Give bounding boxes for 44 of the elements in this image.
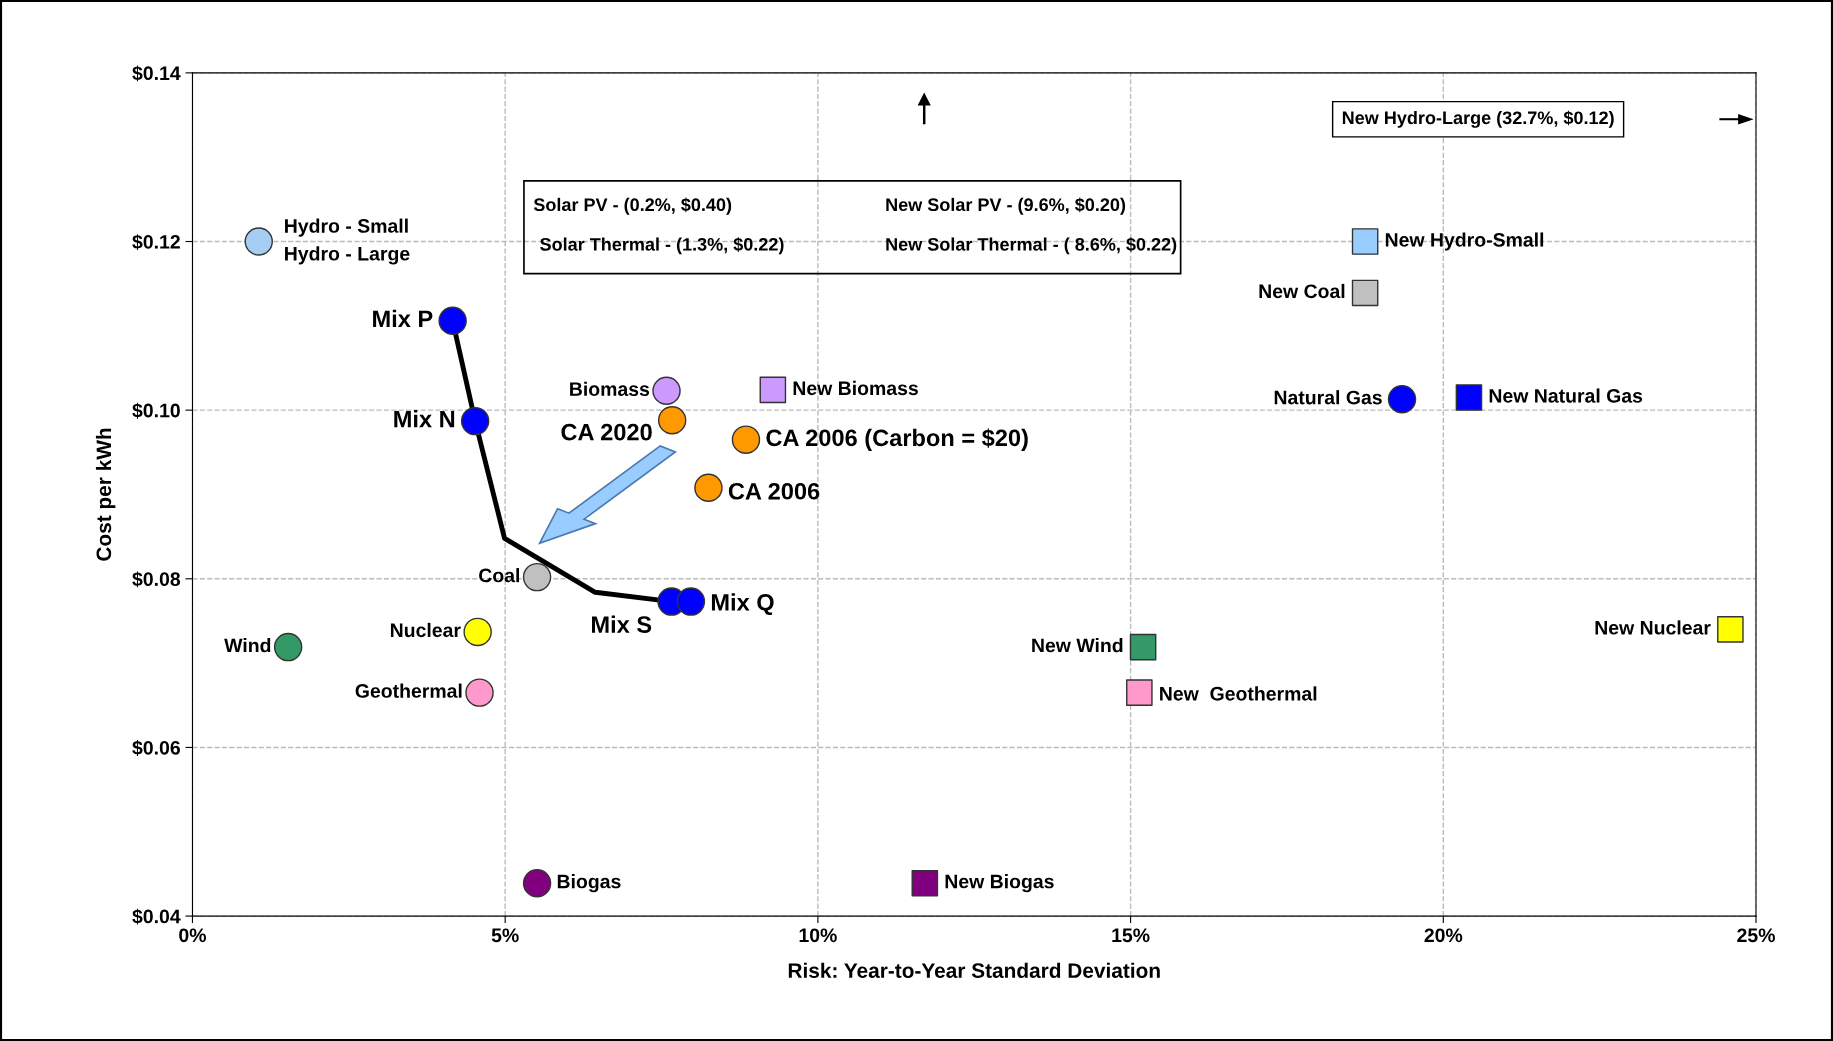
point bbox=[1351, 228, 1379, 255]
x-tick-label: 0% bbox=[179, 928, 206, 943]
annotation: CA 2020 bbox=[561, 423, 652, 441]
annotation: New Wind bbox=[1032, 638, 1123, 653]
annotation: Nuclear bbox=[390, 622, 461, 638]
annotation: New Biogas bbox=[945, 874, 1054, 893]
annotation: Solar Thermal - (1.3%, $0.22) bbox=[540, 237, 784, 255]
annotation: Wind bbox=[224, 638, 271, 653]
y-axis-title: Cost per kWh bbox=[95, 428, 116, 561]
annotation: New Natural Gas bbox=[1489, 388, 1643, 403]
annotation: Biogas bbox=[557, 874, 621, 893]
annotation: Hydro - Small bbox=[285, 218, 408, 237]
annotation: CA 2006 (Carbon = $20) bbox=[766, 428, 1028, 451]
annotation: Mix S bbox=[592, 615, 652, 633]
annotation: Geothermal bbox=[355, 683, 462, 698]
annotation: New Hydro-Small bbox=[1385, 232, 1544, 251]
y-tick-label: $0.08 bbox=[132, 571, 181, 588]
x-axis-title: Risk: Year-to-Year Standard Deviation bbox=[788, 962, 1160, 978]
annotation: Biomass bbox=[570, 381, 650, 396]
annotation: New Geothermal bbox=[1160, 686, 1317, 701]
annotation: Mix P bbox=[373, 309, 433, 327]
y-tick-label: $0.04 bbox=[132, 908, 181, 925]
annotation: CA 2006 bbox=[728, 482, 820, 500]
y-tick-label: $0.10 bbox=[132, 402, 180, 419]
annotation: Mix N bbox=[394, 410, 455, 428]
y-tick-label: $0.06 bbox=[132, 740, 180, 756]
x-tick-label: 15% bbox=[1112, 928, 1150, 943]
x-tick-label: 25% bbox=[1737, 928, 1775, 943]
x-tick-label: 20% bbox=[1424, 928, 1463, 943]
annotation: Hydro - Large bbox=[285, 246, 410, 265]
annotation: New Solar Thermal - ( 8.6%, $0.22) bbox=[886, 237, 1177, 255]
annotation: New Solar PV - (9.6%, $0.20) bbox=[886, 197, 1126, 215]
annotation: New Biomass bbox=[793, 380, 918, 396]
y-tick-label: $0.14 bbox=[132, 65, 181, 82]
annotation: New Hydro-Large (32.7%, $0.12) bbox=[1342, 110, 1614, 128]
annotation: New Coal bbox=[1259, 283, 1345, 299]
annotation: Coal bbox=[479, 568, 520, 583]
annotation: Mix Q bbox=[711, 593, 774, 616]
annotation: Natural Gas bbox=[1274, 390, 1382, 405]
y-tick-label: $0.12 bbox=[132, 234, 180, 250]
annotation: Solar PV - (0.2%, $0.40) bbox=[533, 197, 732, 215]
annotation: New Nuclear bbox=[1595, 620, 1711, 635]
x-tick-label: 5% bbox=[491, 928, 519, 943]
x-tick-label: 10% bbox=[799, 928, 837, 943]
